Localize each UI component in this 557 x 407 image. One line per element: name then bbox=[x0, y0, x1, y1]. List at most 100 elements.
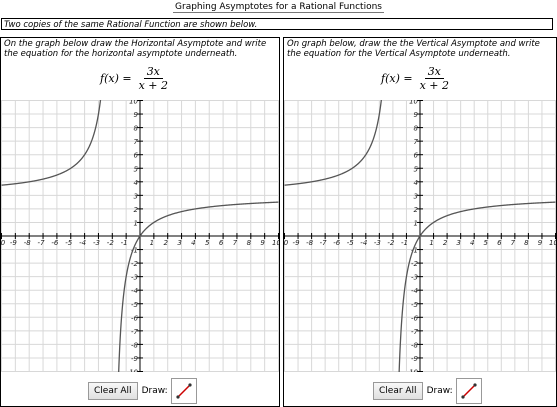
x-tick-label: -1 bbox=[121, 239, 128, 247]
y-tick-label: 6 bbox=[414, 152, 419, 160]
formula-lhs: f(x) = bbox=[381, 71, 413, 85]
x-tick-label: -10 bbox=[1, 239, 6, 247]
y-tick-label: 8 bbox=[134, 125, 139, 133]
y-tick-label: -6 bbox=[411, 314, 419, 322]
formula-lhs: f(x) = bbox=[100, 71, 132, 85]
x-tick-label: 7 bbox=[511, 239, 516, 247]
y-tick-label: -5 bbox=[411, 301, 419, 309]
y-tick-label: 9 bbox=[414, 111, 419, 119]
x-tick-label: 5 bbox=[484, 239, 489, 247]
y-tick-label: 1 bbox=[414, 219, 418, 227]
graph-canvas-left[interactable]: -10-9-8-7-6-5-4-3-2-11234567891010987654… bbox=[1, 100, 279, 372]
toolbar-left: Clear All Draw: bbox=[88, 377, 197, 405]
y-tick-label: 3 bbox=[414, 192, 418, 200]
x-tick-label: -8 bbox=[306, 239, 314, 247]
line-tool-button[interactable] bbox=[170, 378, 197, 404]
y-tick-label: -4 bbox=[411, 287, 418, 295]
x-tick-label: -4 bbox=[360, 239, 367, 247]
page-title: Graphing Asymptotes for a Rational Funct… bbox=[173, 2, 384, 13]
x-tick-label: 6 bbox=[219, 239, 224, 247]
y-tick-label: 4 bbox=[134, 179, 138, 187]
x-tick-label: 7 bbox=[233, 239, 238, 247]
x-tick-label: -5 bbox=[65, 239, 73, 247]
y-tick-label: -3 bbox=[131, 274, 138, 282]
x-tick-label: 8 bbox=[247, 239, 252, 247]
formula-numerator: 3x bbox=[143, 65, 163, 79]
y-tick-label: 9 bbox=[134, 111, 139, 119]
x-tick-label: -7 bbox=[320, 239, 328, 247]
curve-left-branch bbox=[1, 100, 102, 186]
y-tick-label: 6 bbox=[134, 152, 139, 160]
pencil-line-icon bbox=[461, 383, 477, 399]
y-tick-label: 7 bbox=[414, 138, 419, 146]
y-tick-label: 2 bbox=[414, 206, 419, 214]
curve-left-branch bbox=[284, 100, 382, 186]
x-tick-label: 2 bbox=[443, 239, 448, 247]
pencil-line-icon bbox=[176, 383, 192, 399]
y-tick-label: -2 bbox=[131, 260, 139, 268]
y-tick-label: -10 bbox=[127, 369, 139, 373]
x-tick-label: -3 bbox=[93, 239, 100, 247]
x-tick-label: -9 bbox=[10, 239, 18, 247]
y-tick-label: 10 bbox=[129, 100, 138, 106]
y-tick-label: 5 bbox=[134, 165, 139, 173]
y-tick-label: -7 bbox=[411, 328, 419, 336]
formula-denominator: x + 2 bbox=[419, 78, 449, 92]
function-formula: f(x) = 3x x + 2 bbox=[381, 62, 452, 94]
graph-canvas-right[interactable]: -10-9-8-7-6-5-4-3-2-11234567891010987654… bbox=[284, 100, 556, 372]
x-tick-label: 9 bbox=[260, 239, 265, 247]
y-tick-label: 3 bbox=[134, 192, 138, 200]
y-tick-label: 10 bbox=[409, 100, 418, 106]
draw-label: Draw: bbox=[426, 386, 453, 396]
y-tick-label: -8 bbox=[411, 341, 419, 349]
x-tick-label: 3 bbox=[177, 239, 181, 247]
line-tool-button[interactable] bbox=[455, 378, 482, 404]
curve-right-branch bbox=[118, 201, 279, 372]
x-tick-label: -5 bbox=[347, 239, 355, 247]
x-tick-label: -7 bbox=[38, 239, 46, 247]
y-tick-label: -1 bbox=[411, 247, 418, 255]
curve-right-branch bbox=[398, 201, 556, 372]
x-tick-label: 4 bbox=[191, 239, 195, 247]
y-tick-label: -3 bbox=[411, 274, 418, 282]
y-tick-label: -1 bbox=[131, 247, 138, 255]
x-tick-label: 5 bbox=[205, 239, 210, 247]
x-tick-label: 1 bbox=[150, 239, 154, 247]
x-tick-label: -6 bbox=[51, 239, 59, 247]
x-tick-label: -2 bbox=[107, 239, 115, 247]
instruction-text: On the graph below draw the Horizontal A… bbox=[4, 39, 267, 59]
x-tick-label: -2 bbox=[387, 239, 395, 247]
x-tick-label: -4 bbox=[79, 239, 86, 247]
y-tick-label: -10 bbox=[407, 369, 419, 373]
x-tick-label: 4 bbox=[470, 239, 474, 247]
draw-label: Draw: bbox=[141, 386, 168, 396]
formula-numerator: 3x bbox=[424, 65, 444, 79]
y-tick-label: -9 bbox=[131, 355, 139, 363]
y-tick-label: -2 bbox=[411, 260, 419, 268]
y-tick-label: 8 bbox=[414, 125, 419, 133]
y-tick-label: -4 bbox=[131, 287, 138, 295]
x-tick-label: 6 bbox=[497, 239, 502, 247]
x-tick-label: 10 bbox=[272, 239, 279, 247]
y-tick-label: -7 bbox=[131, 328, 139, 336]
function-formula: f(x) = 3x x + 2 bbox=[100, 62, 171, 94]
x-tick-label: 9 bbox=[538, 239, 543, 247]
clear-all-button[interactable]: Clear All bbox=[88, 382, 138, 400]
x-tick-label: -8 bbox=[24, 239, 32, 247]
toolbar-right: Clear All Draw: bbox=[373, 377, 482, 405]
y-tick-label: 4 bbox=[414, 179, 418, 187]
x-tick-label: -6 bbox=[333, 239, 341, 247]
x-tick-label: 8 bbox=[524, 239, 529, 247]
y-tick-label: -8 bbox=[131, 341, 139, 349]
x-tick-label: 2 bbox=[163, 239, 168, 247]
y-tick-label: -9 bbox=[411, 355, 419, 363]
x-tick-label: 1 bbox=[429, 239, 433, 247]
y-tick-label: 2 bbox=[134, 206, 139, 214]
x-tick-label: -1 bbox=[401, 239, 408, 247]
y-tick-label: -5 bbox=[131, 301, 139, 309]
y-tick-label: 1 bbox=[134, 219, 138, 227]
x-tick-label: -3 bbox=[374, 239, 381, 247]
y-tick-label: -6 bbox=[131, 314, 139, 322]
subtitle: Two copies of the same Rational Function… bbox=[1, 18, 553, 30]
clear-all-button[interactable]: Clear All bbox=[373, 382, 423, 400]
